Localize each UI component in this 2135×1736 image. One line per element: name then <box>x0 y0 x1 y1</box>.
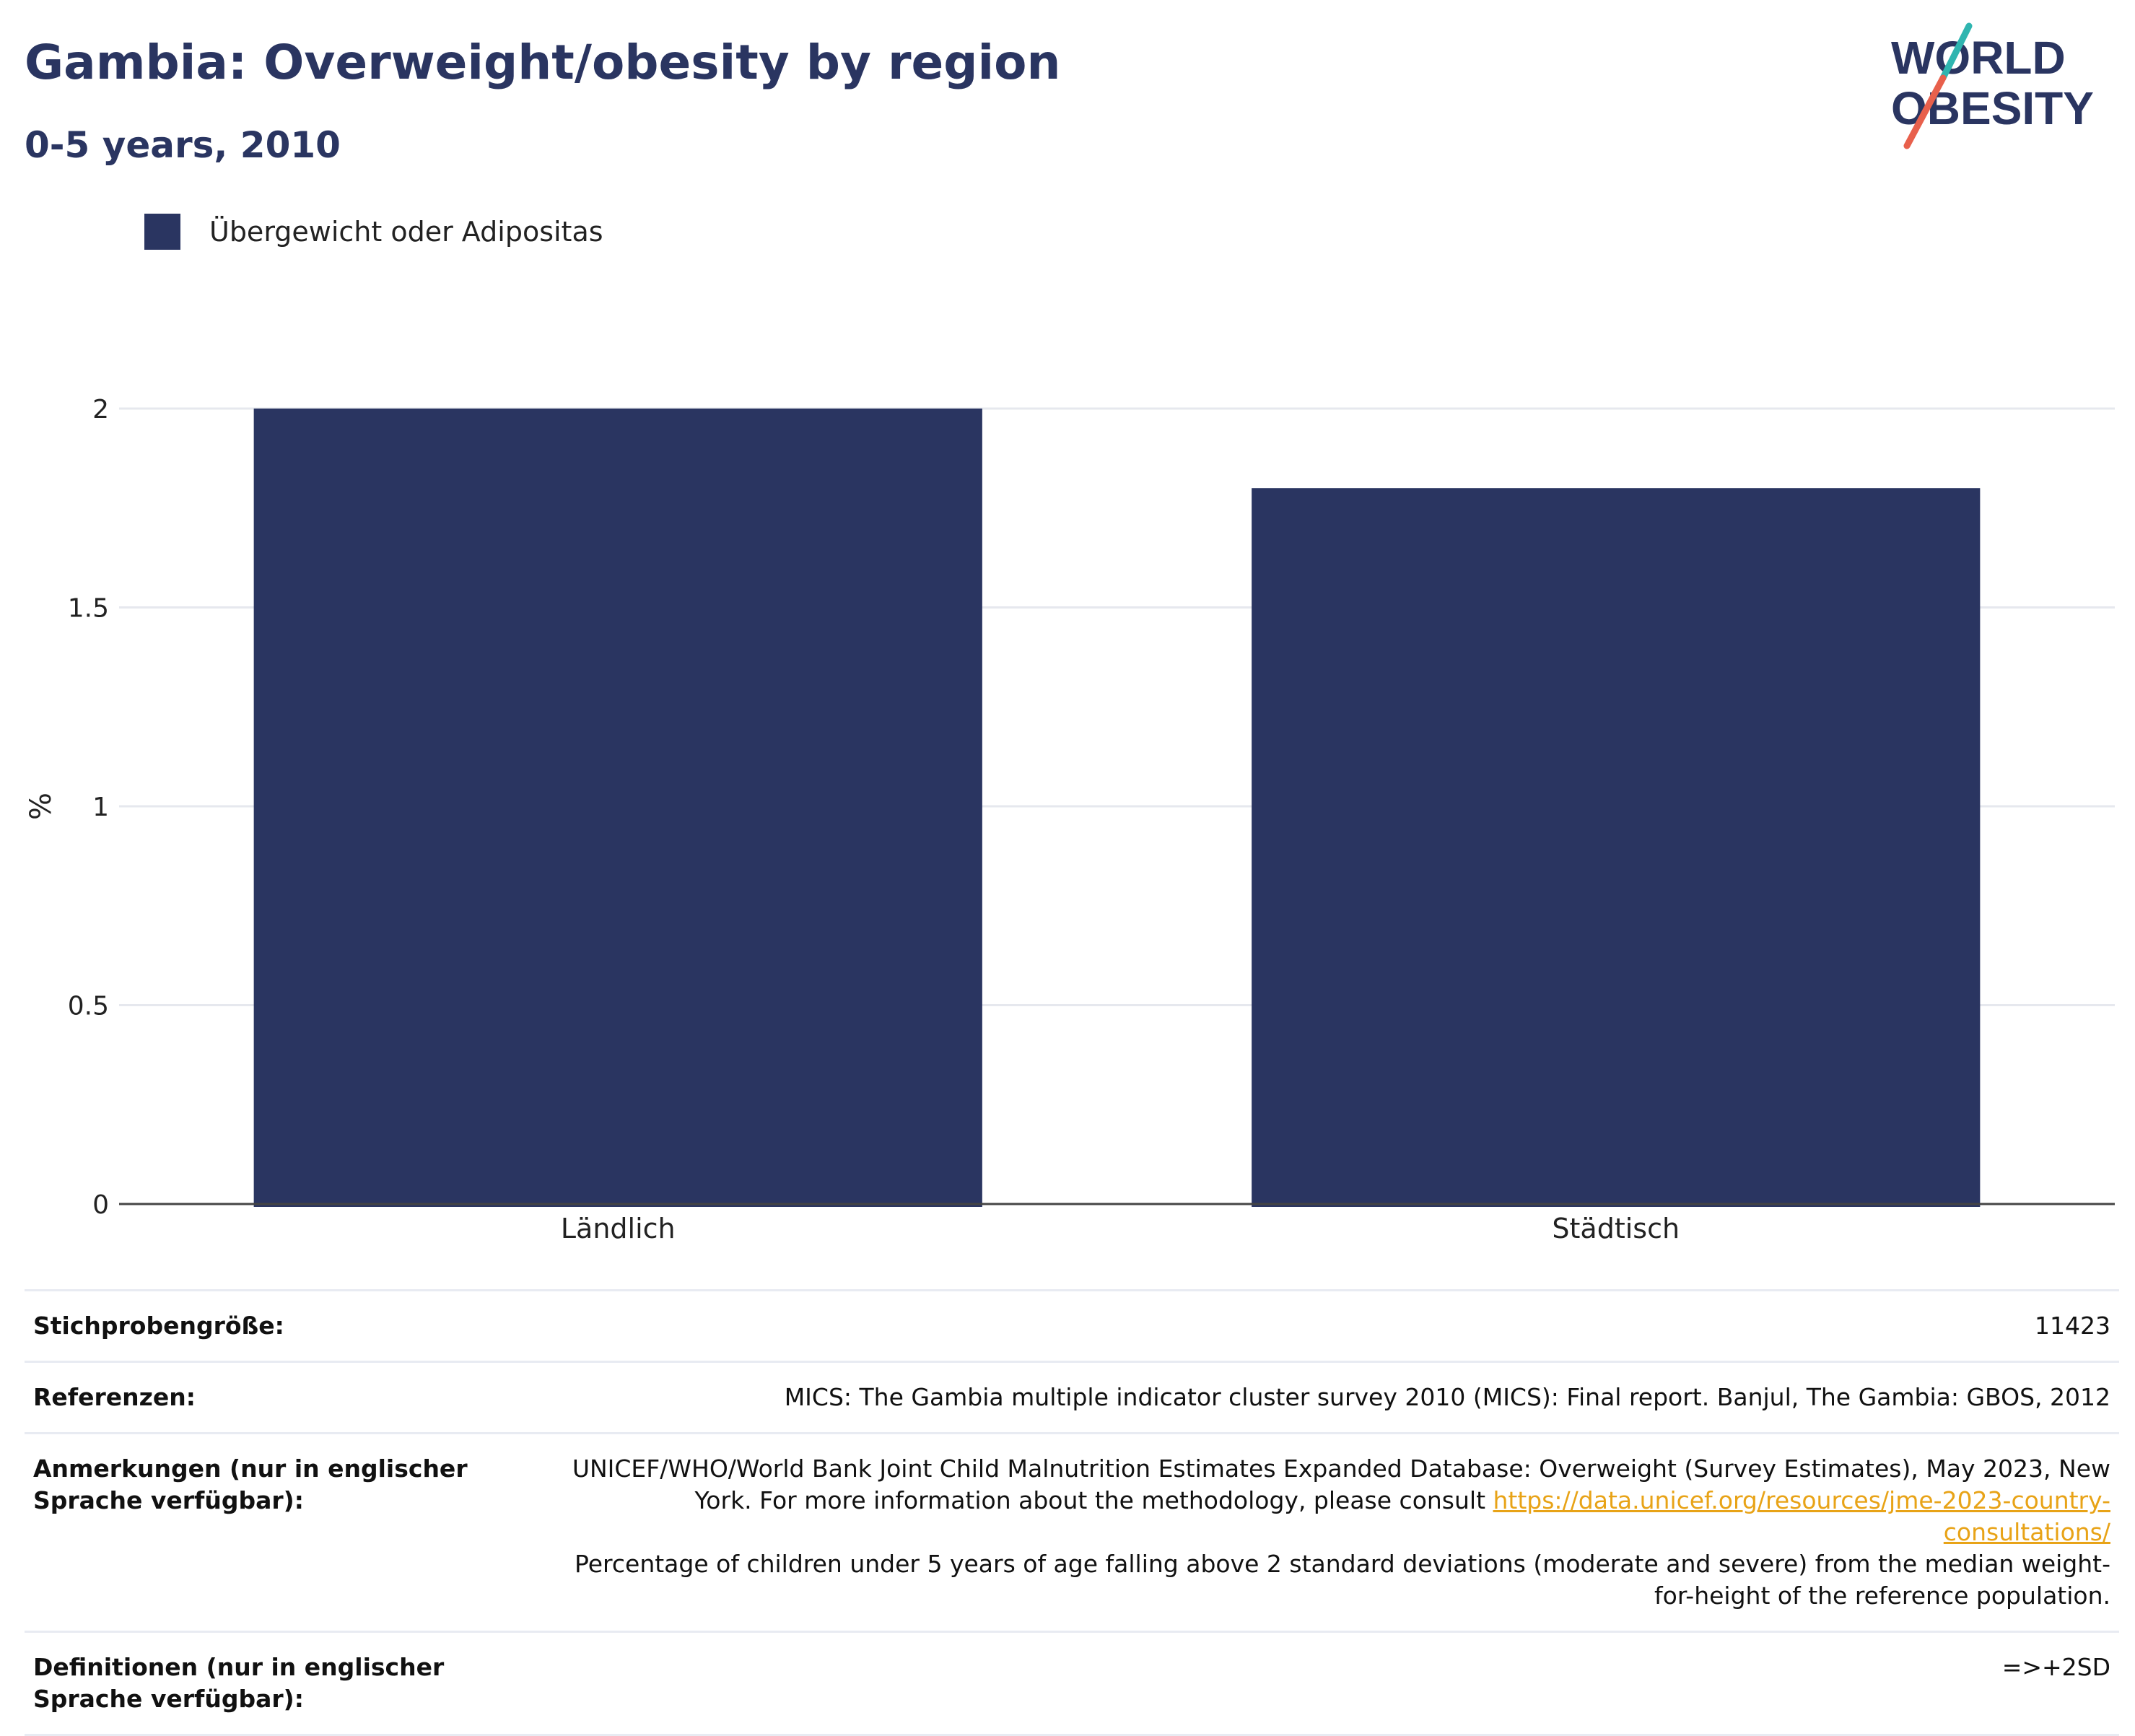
sample-size-value: 11423 <box>2035 1312 2110 1340</box>
bar-chart: 0 0.5 1 1.5 2% Ländlich Städtisch <box>25 395 2115 1244</box>
references-label: Referenzen: <box>33 1383 196 1411</box>
definitions-label: Definitionen (nur in englischer Sprache … <box>33 1653 445 1713</box>
x-tick-label: Städtisch <box>1552 1213 1680 1244</box>
logo-slash-teal <box>1939 22 1973 82</box>
chart-subtitle: 0-5 years, 2010 <box>25 124 341 166</box>
legend-swatch <box>144 214 180 250</box>
y-tick-label: 1 <box>92 793 109 822</box>
references-row: Referenzen: MICS: The Gambia multiple in… <box>25 1361 2119 1432</box>
logo-line2: OBESITY <box>1891 82 2094 134</box>
notes-text-2: Percentage of children under 5 years of … <box>575 1550 2110 1610</box>
y-tick-label: 0 <box>92 1190 109 1220</box>
notes-row: Anmerkungen (nur in englischer Sprache v… <box>25 1432 2119 1631</box>
notes-label: Anmerkungen (nur in englischer Sprache v… <box>33 1454 468 1514</box>
references-value: MICS: The Gambia multiple indicator clus… <box>784 1383 2110 1411</box>
bar <box>253 409 982 1207</box>
sample-size-label: Stichprobengröße: <box>33 1312 284 1340</box>
definitions-value: =>+2SD <box>2001 1653 2110 1681</box>
notes-link[interactable]: https://data.unicef.org/resources/jme-20… <box>1493 1486 2111 1546</box>
sample-size-row: Stichprobengröße: 11423 <box>25 1289 2119 1361</box>
x-tick-label: Ländlich <box>561 1213 676 1244</box>
definitions-row: Definitionen (nur in englischer Sprache … <box>25 1631 2119 1736</box>
chart-title: Gambia: Overweight/obesity by region <box>25 35 1061 90</box>
y-axis-label: % <box>25 793 58 820</box>
y-tick-label: 0.5 <box>68 992 109 1021</box>
legend-label: Übergewicht oder Adipositas <box>209 216 603 248</box>
logo-slash-coral <box>1903 74 1947 149</box>
y-tick-label: 1.5 <box>68 594 109 624</box>
y-tick-label: 2 <box>92 395 109 424</box>
notes-text-1: UNICEF/WHO/World Bank Joint Child Malnut… <box>572 1454 2110 1514</box>
logo-line1: WORLD <box>1891 32 2066 84</box>
world-obesity-logo: WORLD OBESITY <box>1891 22 2094 149</box>
notes-value: UNICEF/WHO/World Bank Joint Child Malnut… <box>559 1453 2110 1612</box>
legend[interactable]: Übergewicht oder Adipositas <box>144 214 603 250</box>
metadata-table: Stichprobengröße: 11423 Referenzen: MICS… <box>25 1289 2119 1736</box>
bar <box>1252 488 1981 1207</box>
